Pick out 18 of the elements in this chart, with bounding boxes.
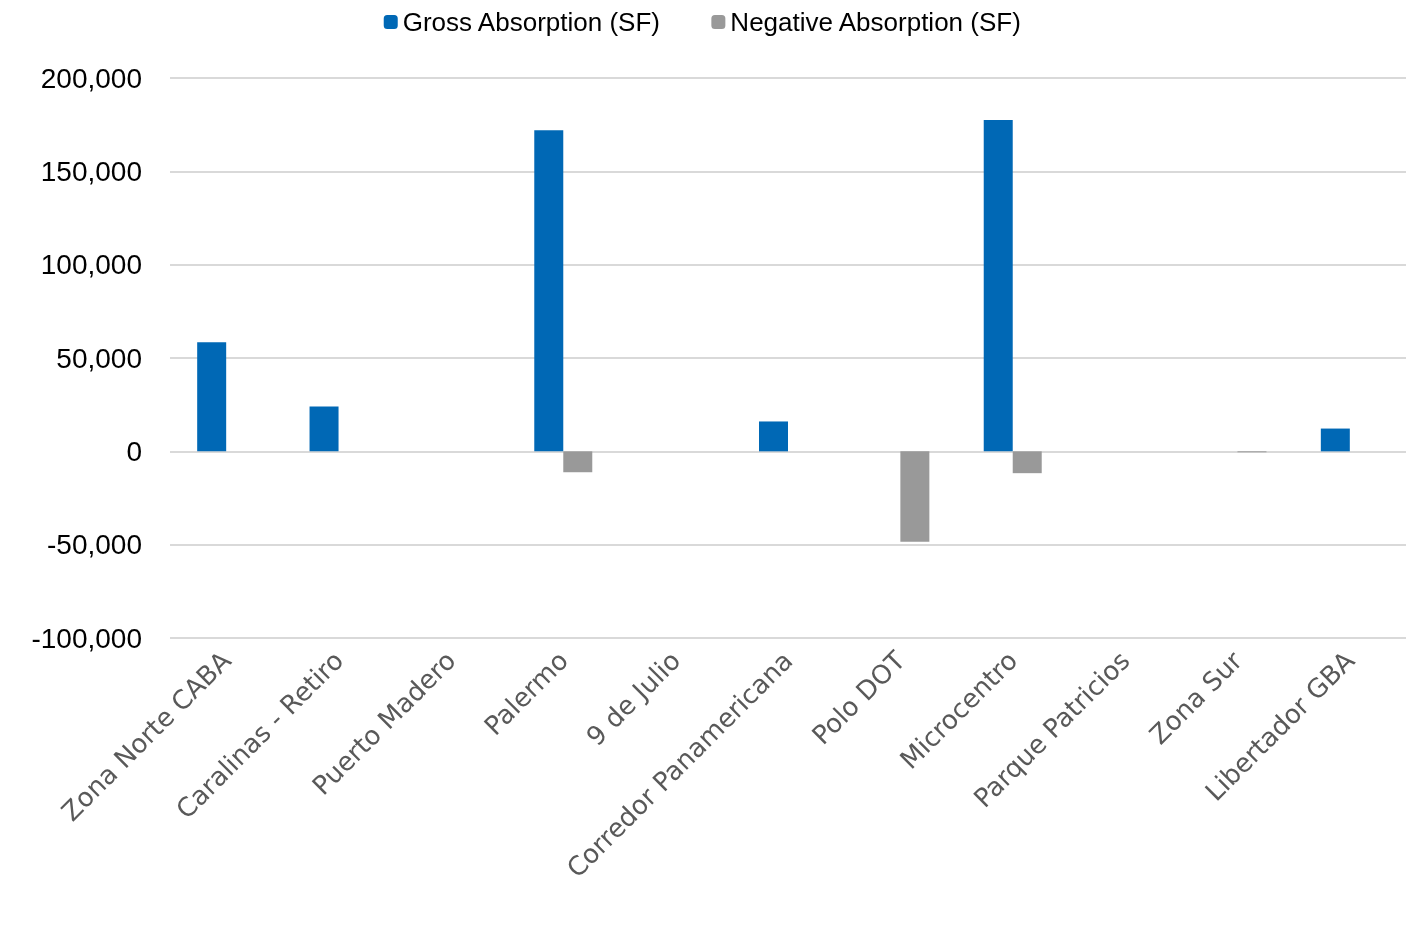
y-tick-label: -50,000: [47, 529, 142, 561]
y-tick-label: 50,000: [56, 342, 142, 374]
bar: [983, 120, 1013, 452]
y-tick-label: 150,000: [40, 155, 142, 187]
bar: [197, 342, 227, 452]
bar: [900, 451, 930, 542]
bar: [1320, 428, 1350, 452]
legend-label: Negative Absorption (SF): [730, 7, 1021, 37]
legend-label: Gross Absorption (SF): [402, 7, 660, 37]
bar: [534, 130, 564, 452]
bar: [759, 421, 788, 452]
y-tick-label: -100,000: [31, 622, 142, 654]
bar: [309, 406, 339, 452]
y-tick-label: 200,000: [40, 62, 142, 94]
bar: [1012, 451, 1042, 474]
bar: [563, 451, 593, 473]
y-tick-label: 0: [126, 435, 142, 467]
y-tick-label: 100,000: [40, 249, 142, 281]
